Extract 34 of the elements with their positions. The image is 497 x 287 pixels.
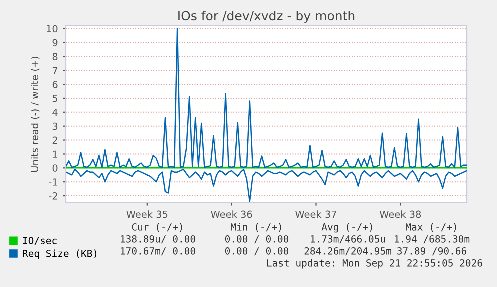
text: 170.67m/ 0.00 [121, 247, 196, 256]
text: Last update: Mon Sep 21 22:55:05 2026 [267, 259, 482, 269]
x-tick-label: Week 38 [380, 210, 422, 218]
y-tick-label: 3 [52, 122, 58, 130]
x-tick-label: Week 35 [126, 210, 168, 218]
x-tick-label: Week 36 [211, 210, 252, 218]
text: Cur (-/+) [132, 223, 182, 232]
text: 0.00 / 0.00 [225, 235, 289, 244]
y-tick-label: 4 [52, 109, 58, 116]
text: 138.89u/ 0.00 [121, 235, 196, 244]
y-tick-label: 6 [52, 81, 58, 88]
legend-label: IO/sec [23, 237, 57, 246]
y-tick-label: 8 [52, 53, 58, 60]
x-tick-label: Week 37 [296, 210, 336, 218]
y-tick-label: 9 [52, 39, 58, 47]
text: 1.73m/466.05u [311, 235, 386, 244]
text: Avg (-/+) [322, 223, 372, 233]
chart-title: IOs for /dev/xvdz - by month [178, 10, 355, 24]
y-tick-label: 1 [53, 150, 58, 158]
y-tick-label: 10 [47, 25, 58, 33]
text: 37.89 /90.66 [398, 247, 466, 256]
y-tick-label: 0 [52, 164, 58, 172]
y-tick-label: 5 [52, 95, 58, 102]
y-axis-title: Units read (-) / write (+) [31, 56, 40, 172]
text: Min (-/+) [231, 223, 282, 232]
text: 284.26m/204.95m [304, 247, 392, 256]
text: Max (-/+) [406, 223, 456, 232]
y-tick-label: -2 [49, 192, 58, 200]
y-tick-label: 7 [52, 67, 58, 74]
y-tick-label: 2 [52, 136, 58, 144]
y-tick-label: -1 [49, 178, 58, 186]
text: 0.00 / 0.00 [225, 247, 289, 256]
legend-label: Req Size (KB) [23, 250, 97, 260]
text: 1.94 /685.30m [395, 235, 470, 244]
